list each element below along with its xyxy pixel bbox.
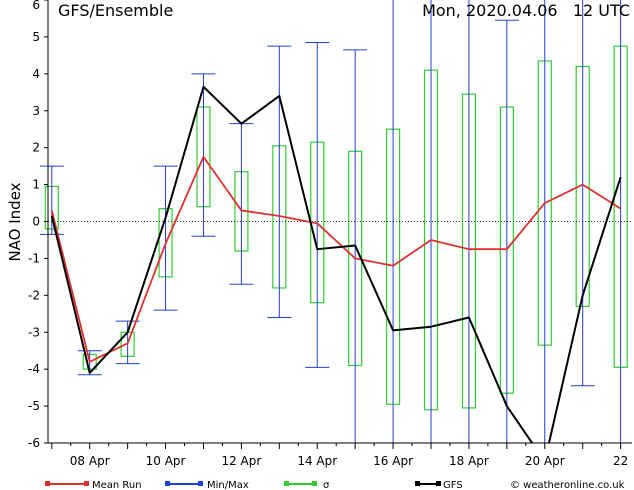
y-tick-label: 2	[32, 141, 40, 155]
x-tick-label: 18 Apr	[449, 454, 489, 468]
legend-marker-min-max-end	[198, 481, 203, 486]
x-tick-label: 14 Apr	[297, 454, 337, 468]
legend: Mean Run Min/Max σ GFS © weatheronline.c…	[45, 480, 625, 490]
legend-item-gfs: GFS	[415, 480, 463, 490]
legend-marker-mean-run-end	[84, 481, 89, 486]
y-tick-label: 6	[32, 0, 40, 12]
series-line-mean-run	[50, 155, 622, 363]
legend-marker-sigma	[284, 481, 289, 486]
y-tick-label: -4	[28, 362, 40, 376]
legend-label-gfs: GFS	[443, 480, 463, 490]
legend-marker-min-max	[165, 481, 170, 486]
x-tick-label: 20 Apr	[525, 454, 565, 468]
series-lines	[50, 85, 622, 443]
min-max-whiskers	[39, 0, 622, 443]
legend-marker-mean-run	[45, 481, 50, 486]
y-tick-label: -5	[28, 399, 40, 413]
legend-label-sigma: σ	[323, 480, 330, 490]
y-tick-label: 0	[32, 215, 40, 229]
y-tick-label: 5	[32, 30, 40, 44]
y-tick-label: 4	[32, 67, 40, 81]
chart-title: GFS/Ensemble	[58, 1, 173, 20]
legend-item-min-max: Min/Max	[165, 480, 249, 490]
credit-text: © weatheronline.co.uk	[510, 480, 625, 490]
y-tick-label: -3	[28, 325, 40, 339]
y-tick-label: -2	[28, 288, 40, 302]
x-tick-label: 12 Apr	[221, 454, 261, 468]
axes: -6 -5 -4 -3 -2 -1 0 1 2 3 4 5 6 08 Apr 10 Apr 12 Apr 14 …	[28, 0, 632, 468]
legend-label-min-max: Min/Max	[207, 480, 249, 490]
y-tick-label: 1	[32, 178, 40, 192]
x-tick-label: 08 Apr	[70, 454, 110, 468]
x-tick-label: 10 Apr	[146, 454, 186, 468]
legend-marker-gfs-end	[436, 481, 441, 486]
y-axis-label: NAO Index	[6, 182, 24, 261]
y-tick-label: -6	[28, 436, 40, 450]
legend-marker-sigma-end	[312, 481, 317, 486]
x-tick-label: 16 Apr	[373, 454, 413, 468]
legend-marker-gfs	[415, 481, 420, 486]
y-tick-label: -1	[28, 251, 40, 265]
legend-label-mean-run: Mean Run	[92, 480, 142, 490]
x-tick-label: 22	[613, 454, 628, 468]
y-tick-label: 3	[32, 104, 40, 118]
legend-item-mean-run: Mean Run	[45, 480, 142, 490]
run-timestamp: Mon, 2020.04.06 12 UTC	[422, 1, 630, 20]
legend-item-sigma: σ	[284, 480, 330, 490]
series-line-gfs	[50, 85, 622, 443]
